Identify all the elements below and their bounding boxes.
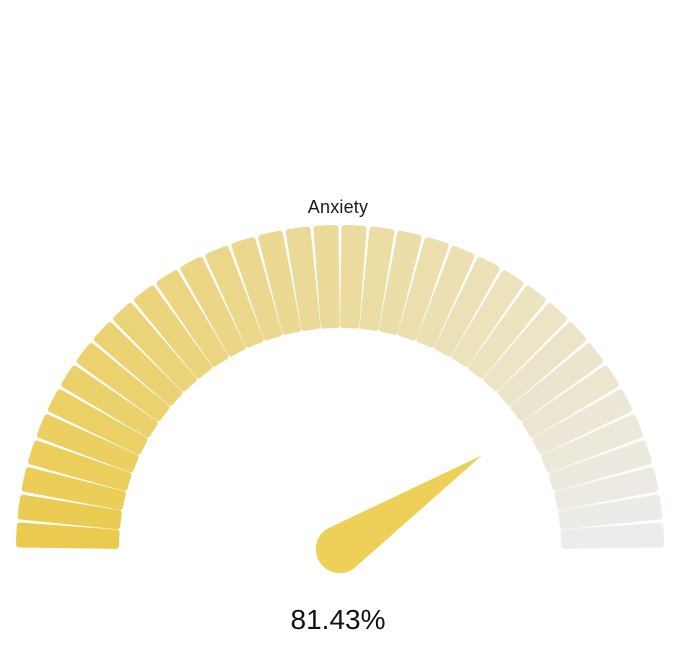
gauge-segment <box>28 440 132 492</box>
gauge-segment <box>48 389 148 455</box>
gauge-value: 81.43% <box>290 604 386 635</box>
gauge-segment <box>61 365 158 438</box>
gauge-segment <box>113 303 197 392</box>
gauge-segment <box>558 494 663 530</box>
gauge-title: Anxiety <box>307 197 369 217</box>
gauge-segment <box>548 440 652 492</box>
gauge-segment <box>17 494 122 530</box>
gauge-segment <box>16 522 120 549</box>
gauge-segment <box>416 245 475 348</box>
gauge-segment <box>21 467 126 511</box>
gauge-segment <box>434 257 500 357</box>
gauge-segment <box>483 303 567 392</box>
gauge-segment <box>285 226 321 331</box>
gauge-segment <box>554 467 659 511</box>
gauge-segment <box>134 285 212 379</box>
gauge-segment <box>510 343 604 421</box>
gauge-segment <box>532 389 632 455</box>
gauge-segment <box>180 257 246 357</box>
gauge-segment <box>258 230 302 335</box>
gauge-segment <box>560 522 664 549</box>
gauge-segment <box>522 365 619 438</box>
gauge-segment <box>451 270 524 367</box>
gauge-segments <box>16 225 664 549</box>
gauge-segment <box>359 226 395 331</box>
gauge-segment <box>378 230 422 335</box>
gauge-segment <box>397 237 449 341</box>
gauge-segment <box>541 414 644 473</box>
gauge-segment <box>468 285 546 379</box>
gauge-segment <box>497 322 586 406</box>
gauge-segment <box>205 245 264 348</box>
gauge-segment <box>156 270 229 367</box>
gauge-segment <box>231 237 283 341</box>
gauge-segment <box>36 414 139 473</box>
gauge-needle <box>315 455 482 574</box>
gauge-segment <box>94 322 183 406</box>
gauge-segment <box>76 343 170 421</box>
gauge-segment <box>313 225 340 329</box>
gauge-segment <box>340 225 367 329</box>
